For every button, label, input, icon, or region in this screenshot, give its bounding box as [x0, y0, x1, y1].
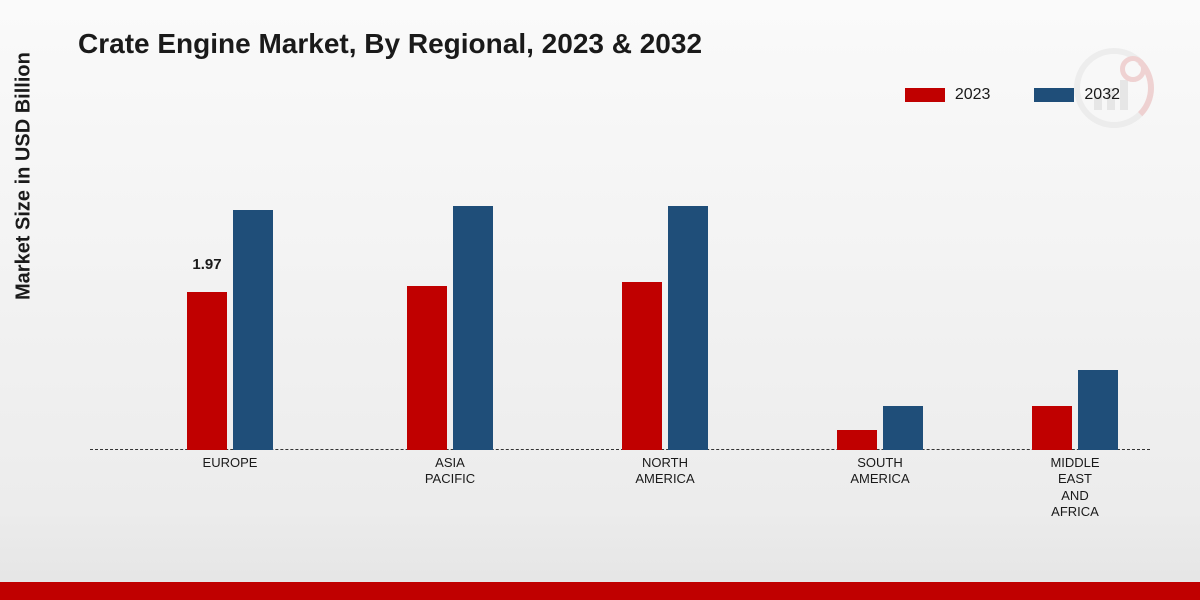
bar: [407, 286, 447, 450]
x-axis-labels: EUROPE ASIA PACIFIC NORTH AMERICA SOUTH AME…: [90, 455, 1150, 555]
legend-swatch: [1034, 88, 1074, 102]
x-tick-label: ASIA PACIFIC: [425, 455, 475, 488]
x-tick-label: EUROPE: [203, 455, 258, 471]
legend-swatch: [905, 88, 945, 102]
bar: [233, 210, 273, 450]
chart-title: Crate Engine Market, By Regional, 2023 &…: [78, 28, 702, 60]
x-tick-label: MIDDLE EAST AND AFRICA: [1050, 455, 1099, 520]
bar-group: [1032, 370, 1118, 450]
bar: [837, 430, 877, 450]
bar: [187, 292, 227, 450]
y-axis-label: Market Size in USD Billion: [13, 52, 36, 300]
footer-bar: [0, 582, 1200, 600]
bar-group: [407, 206, 493, 450]
legend-item: 2023: [905, 86, 991, 104]
legend-label: 2032: [1084, 86, 1120, 104]
bar-value-label: 1.97: [192, 256, 221, 273]
bar: [622, 282, 662, 450]
bar: [1032, 406, 1072, 450]
plot-area: 1.97: [90, 130, 1150, 450]
bar: [668, 206, 708, 450]
bar: [1078, 370, 1118, 450]
bar-group: [187, 210, 273, 450]
bar: [883, 406, 923, 450]
legend-item: 2032: [1034, 86, 1120, 104]
bar: [453, 206, 493, 450]
legend: 2023 2032: [905, 86, 1120, 104]
legend-label: 2023: [955, 86, 991, 104]
x-tick-label: NORTH AMERICA: [635, 455, 694, 488]
bar-group: [837, 406, 923, 450]
bar-group: [622, 206, 708, 450]
x-tick-label: SOUTH AMERICA: [850, 455, 909, 488]
